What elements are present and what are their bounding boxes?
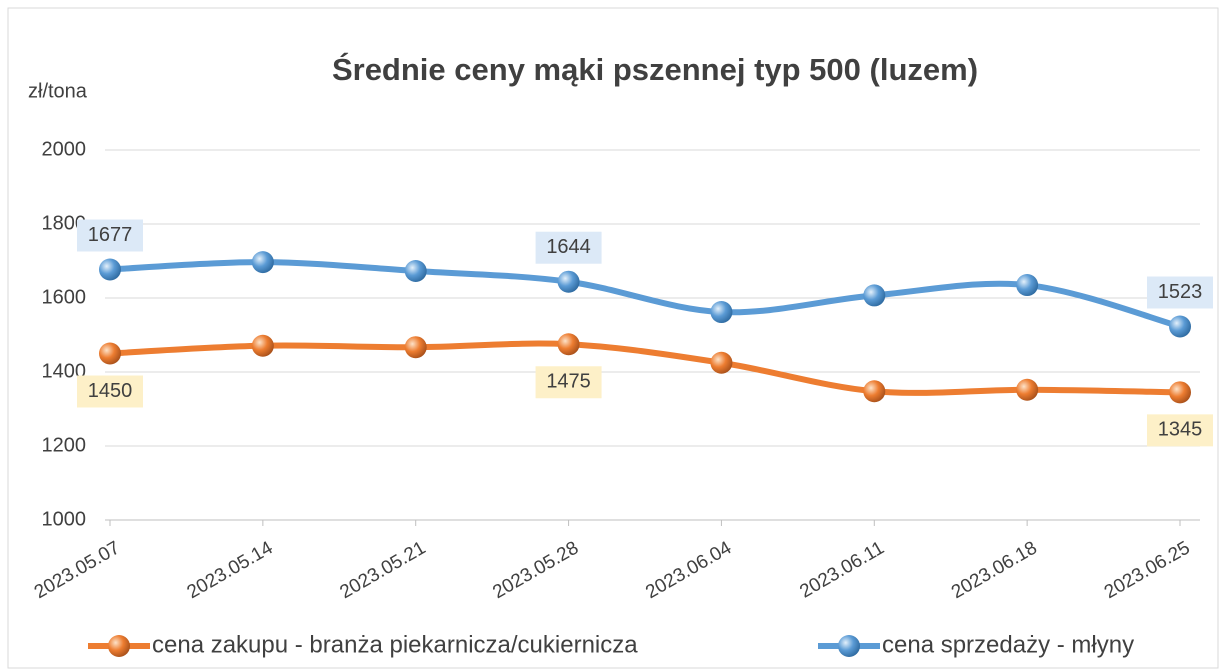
y-tick-label: 1000	[42, 508, 87, 530]
point-marker	[251, 334, 274, 357]
point-marker	[99, 258, 121, 281]
data-label-bg	[77, 375, 143, 408]
data-label-bg	[1147, 276, 1213, 309]
point-marker	[710, 351, 733, 374]
data-label: 1345	[1158, 419, 1203, 441]
y-tick-label: 1800	[42, 212, 87, 234]
point-marker	[404, 336, 427, 359]
y-tick-label: 1200	[42, 434, 87, 456]
legend-marker	[838, 635, 860, 657]
chart-title: Średnie ceny mąki pszennej typ 500 (luze…	[332, 51, 978, 87]
y-axis-label: zł/tona	[28, 80, 88, 102]
y-tick-label: 2000	[42, 138, 87, 160]
point-marker	[863, 284, 886, 307]
legend-label: cena sprzedaży - młyny	[882, 631, 1134, 658]
point-marker	[863, 380, 886, 403]
point-marker	[251, 251, 274, 274]
point-marker	[1016, 274, 1039, 297]
series-line	[107, 340, 1183, 396]
data-label-bg	[1147, 414, 1213, 447]
point-marker	[99, 342, 121, 365]
data-label-bg	[535, 366, 602, 399]
point-marker	[1169, 381, 1191, 404]
point-marker	[710, 301, 733, 324]
point-marker	[557, 333, 580, 356]
y-tick-label: 1400	[42, 360, 87, 382]
point-marker	[557, 270, 580, 293]
chart-border	[7, 7, 1219, 669]
point-marker	[1169, 315, 1191, 338]
legend-label: cena zakupu - branża piekarnicza/cukiern…	[152, 631, 638, 658]
point-marker	[1016, 378, 1039, 401]
data-label: 1644	[546, 236, 591, 258]
data-label: 1450	[88, 380, 133, 402]
point-marker	[404, 259, 427, 282]
data-label-bg	[535, 231, 602, 264]
data-label-bg	[77, 219, 143, 252]
series-line	[107, 259, 1183, 330]
data-label: 1475	[546, 371, 591, 393]
data-label: 1677	[88, 224, 133, 246]
legend-marker	[108, 635, 130, 657]
data-label: 1523	[1158, 281, 1203, 303]
y-tick-label: 1600	[42, 286, 87, 308]
